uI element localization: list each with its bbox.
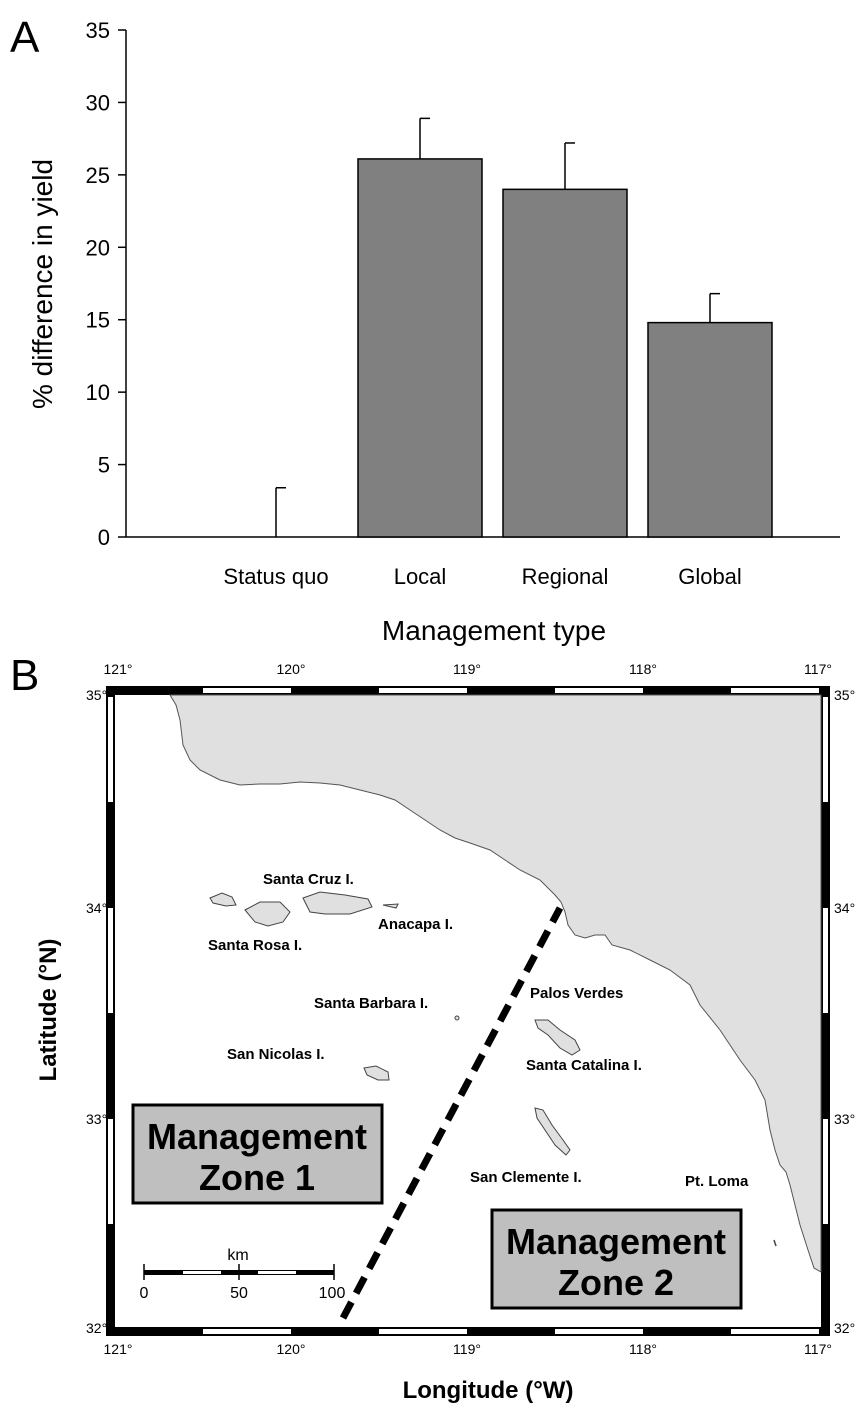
lat-left-34: 34° xyxy=(86,900,107,916)
lon-bottom-118: 118° xyxy=(629,1341,657,1357)
bars xyxy=(275,117,773,538)
label-santa-barbara: Santa Barbara I. xyxy=(314,995,428,1012)
y-tick-label: 5 xyxy=(98,453,110,478)
lat-right-34: 34° xyxy=(834,900,855,916)
lat-left-35: 35° xyxy=(86,687,107,703)
island-santa-cruz xyxy=(302,891,373,915)
island-coronado xyxy=(773,1239,777,1247)
y-tick-label: 30 xyxy=(86,90,110,115)
lon-top-120: 120° xyxy=(277,661,306,677)
scale-label-50: 50 xyxy=(230,1285,248,1302)
panel-b-letter: B xyxy=(10,651,39,700)
y-ticks: 0 5 10 15 20 25 30 35 xyxy=(86,18,126,550)
island-san-clemente xyxy=(534,1107,571,1156)
mainland xyxy=(169,694,822,1273)
island-santa-barbara xyxy=(454,1015,460,1021)
y-tick-label: 35 xyxy=(86,18,110,43)
lat-right-32: 32° xyxy=(834,1320,855,1336)
zone-1-line1: Management xyxy=(147,1116,367,1157)
error-bar-local xyxy=(419,117,430,159)
zone-1-box xyxy=(131,1103,384,1205)
error-bar-regional xyxy=(564,142,575,190)
zone-1-line2: Zone 1 xyxy=(199,1157,315,1198)
zone-2-line1: Management xyxy=(506,1221,726,1262)
island-santa-rosa xyxy=(244,901,291,927)
bar-local xyxy=(357,158,483,538)
x-category-label: Global xyxy=(678,564,742,589)
y-tick-label: 10 xyxy=(86,380,110,405)
lon-top-118: 118° xyxy=(629,661,657,677)
island-san-miguel xyxy=(209,892,237,907)
label-santa-rosa: Santa Rosa I. xyxy=(208,937,302,954)
scale-label-100: 100 xyxy=(319,1285,346,1302)
error-bar-global xyxy=(709,292,720,323)
lat-left-33: 33° xyxy=(86,1111,107,1127)
lon-top-119: 119° xyxy=(453,661,481,677)
island-san-nicolas xyxy=(363,1065,390,1081)
x-axis-title: Management type xyxy=(382,615,606,646)
map-x-axis-title: Longitude (°W) xyxy=(403,1377,574,1404)
label-anacapa: Anacapa I. xyxy=(378,916,453,933)
island-anacapa xyxy=(382,903,399,909)
label-pt-loma: Pt. Loma xyxy=(685,1173,749,1190)
lon-bottom-120: 120° xyxy=(277,1341,306,1357)
island-santa-catalina xyxy=(534,1019,581,1056)
bar-regional xyxy=(502,188,628,538)
bar-global xyxy=(647,321,773,538)
map-y-axis-title: Latitude (°N) xyxy=(35,939,62,1082)
y-tick-label: 0 xyxy=(98,525,110,550)
lon-bottom-121: 121° xyxy=(104,1341,133,1357)
scale-bar xyxy=(143,1264,335,1280)
lon-top-121: 121° xyxy=(104,661,133,677)
zone-2-box xyxy=(490,1208,743,1310)
label-san-nicolas: San Nicolas I. xyxy=(227,1046,325,1063)
zone-divider-line xyxy=(339,906,564,1320)
error-bar-status-quo xyxy=(275,486,286,537)
x-category-label: Regional xyxy=(522,564,609,589)
label-palos-verdes: Palos Verdes xyxy=(530,985,623,1002)
border-checker xyxy=(108,688,828,1334)
zone-2-line2: Zone 2 xyxy=(558,1262,674,1303)
label-santa-catalina: Santa Catalina I. xyxy=(526,1057,642,1074)
y-axis-title: % difference in yield xyxy=(27,159,58,409)
x-category-label: Status quo xyxy=(223,564,328,589)
y-tick-label: 25 xyxy=(86,163,110,188)
x-category-labels: Status quo Local Regional Global xyxy=(223,564,741,589)
lat-right-35: 35° xyxy=(834,687,855,703)
lat-left-32: 32° xyxy=(86,1320,107,1336)
label-santa-cruz: Santa Cruz I. xyxy=(263,871,354,888)
scale-unit: km xyxy=(227,1247,248,1264)
lon-bottom-119: 119° xyxy=(453,1341,481,1357)
lat-right-33: 33° xyxy=(834,1111,855,1127)
y-tick-label: 15 xyxy=(86,308,110,333)
scale-label-0: 0 xyxy=(140,1285,149,1302)
label-san-clemente: San Clemente I. xyxy=(470,1169,582,1186)
y-tick-label: 20 xyxy=(86,235,110,260)
lon-top-117: 117° xyxy=(804,661,832,677)
panel-a-letter: A xyxy=(10,13,40,62)
lon-bottom-117: 117° xyxy=(804,1341,832,1357)
x-category-label: Local xyxy=(394,564,447,589)
